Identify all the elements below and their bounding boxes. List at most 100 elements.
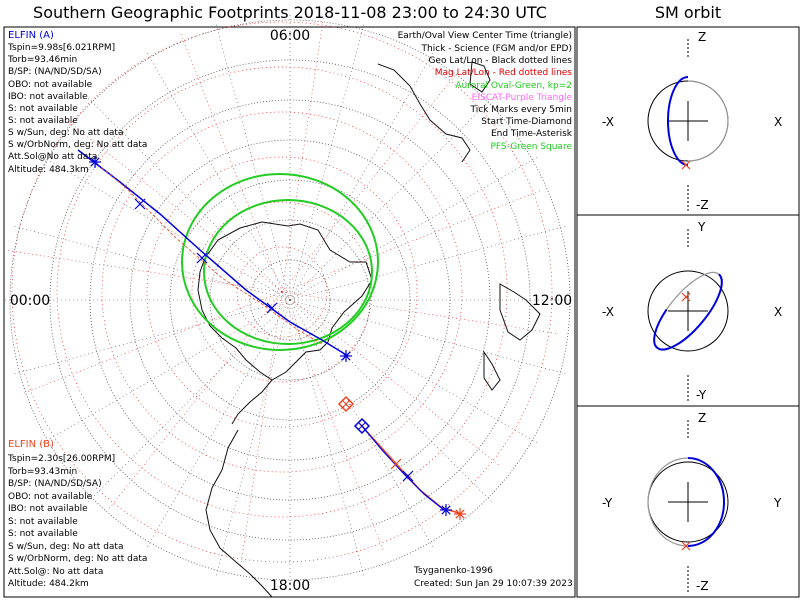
elfin-a-tick bbox=[266, 302, 278, 314]
elfin-a-start-diamond-outline bbox=[353, 417, 371, 435]
mag-meridian bbox=[281, 189, 543, 293]
mag-meridian bbox=[62, 117, 283, 293]
elfin-a-line: S: not available bbox=[8, 116, 78, 126]
elfin-b-line: S w/Sun, deg: No att data bbox=[8, 542, 123, 552]
elfin-b-line: B/SP: (NA/ND/SD/SA) bbox=[8, 479, 102, 489]
mag-meridian bbox=[281, 15, 325, 293]
auroral-oval-inner bbox=[203, 199, 373, 345]
hour-label-bottom: 18:00 bbox=[270, 578, 310, 594]
mag-latitude-circle bbox=[146, 156, 418, 428]
geo-meridian bbox=[14, 225, 291, 301]
orbit-end-marker bbox=[681, 292, 691, 302]
mag-latitude-circle bbox=[236, 246, 328, 338]
elfin-b-info: ELFIN (B) Tspin=2.30s[26.00RPM] Torb=93.… bbox=[7, 439, 147, 589]
elfin-a-line: S w/OrbNorm, deg: No att data bbox=[8, 140, 147, 150]
elfin-b-tick bbox=[390, 458, 402, 470]
elfin-a-line: Altitude: 484.3km bbox=[8, 165, 89, 175]
geo-meridian bbox=[43, 157, 291, 301]
legend: Earth/Oval View Center Time (triangle) T… bbox=[398, 31, 573, 152]
antarctic-peninsula bbox=[231, 379, 273, 425]
elfin-a-start-diamond bbox=[353, 417, 371, 435]
elfin-b-end-asterisk bbox=[440, 504, 452, 516]
elfin-b-line: Torb=93.43min bbox=[7, 467, 77, 477]
geo-meridian bbox=[289, 299, 492, 502]
coastlines bbox=[197, 61, 541, 598]
legend-entry: Auroral Oval-Green, kp=2 bbox=[455, 81, 572, 91]
sm-orbit-panels: Z -Z -X X Y -Y -X X Z -Z -Y Y bbox=[576, 26, 800, 598]
sm-axis-label-left: -Y bbox=[602, 496, 613, 510]
elfin-b-line: S: not available bbox=[8, 517, 78, 527]
mag-latitude-circle bbox=[101, 111, 463, 473]
mag-meridian bbox=[281, 291, 385, 553]
geo-grid bbox=[5, 15, 575, 585]
elfin-a-line: S w/Sun, deg: No att data bbox=[8, 128, 123, 138]
elfin-b-line: Altitude: 484.2km bbox=[8, 579, 89, 589]
elfin-a-line: Att.Sol@No att data bbox=[8, 152, 97, 162]
sm-orbit-title: SM orbit bbox=[655, 3, 721, 22]
elfin-a-line: S: not available bbox=[8, 104, 78, 114]
elfin-b-start-diamond-outline bbox=[337, 395, 355, 413]
mag-meridian bbox=[281, 291, 502, 467]
sm-axis-label-bottom: -Y bbox=[696, 388, 707, 402]
orbit-path bbox=[687, 457, 725, 547]
sm-axis-label-left: -X bbox=[602, 115, 614, 129]
elfin-a-start-diamond-mark bbox=[357, 421, 367, 431]
sm-panels-frame bbox=[576, 26, 800, 598]
elfin-a-tick bbox=[134, 198, 146, 210]
geo-meridian bbox=[147, 53, 291, 301]
mag-meridian bbox=[239, 291, 283, 569]
africa-coastline bbox=[377, 63, 471, 163]
sm-axis-label-right: X bbox=[774, 305, 782, 319]
footprint-tracks bbox=[77, 149, 466, 520]
legend-entry: EISCAT-Purple Triangle bbox=[472, 93, 573, 103]
elfin-b-track bbox=[359, 423, 463, 515]
elfin-b-end-asterisk-stroke bbox=[441, 505, 451, 515]
sm-axis-label-top: Z bbox=[698, 30, 706, 44]
elfin-a-start-marker-stroke bbox=[90, 157, 100, 167]
orbit-path bbox=[653, 271, 723, 351]
legend-entry: End Time-Asterisk bbox=[491, 129, 573, 139]
elfin-a-line: OBO: not available bbox=[8, 80, 93, 90]
model-label: Tsyganenko-1996 bbox=[413, 566, 493, 576]
geo-meridian bbox=[88, 299, 291, 502]
sm-panel: Z -Z -X X bbox=[602, 30, 782, 212]
legend-entry: Geo Lat/Lon - Black dotted lines bbox=[428, 56, 572, 66]
antarctica-coastline bbox=[197, 221, 373, 381]
hour-label-left: 00:00 bbox=[10, 293, 50, 309]
orbit-end-marker bbox=[681, 160, 691, 170]
earth-circle bbox=[647, 270, 729, 352]
geo-meridian bbox=[289, 299, 433, 547]
sm-axis-label-right: Y bbox=[773, 496, 782, 510]
orbit-end-marker bbox=[681, 541, 691, 551]
elfin-a-tick bbox=[196, 252, 208, 264]
mag-meridian bbox=[281, 291, 559, 335]
geo-meridian bbox=[215, 24, 291, 301]
elfin-a-line: Tspin=9.98s[6.021RPM] bbox=[7, 43, 115, 53]
auroral-oval-outer bbox=[181, 173, 379, 351]
sm-axis-label-bottom: -Z bbox=[696, 579, 709, 593]
auroral-oval bbox=[181, 173, 379, 351]
sm-axis-label-top: Z bbox=[698, 411, 706, 425]
elfin-a-track bbox=[77, 149, 349, 357]
mag-latitude-circle bbox=[56, 66, 508, 518]
elfin-b-title: ELFIN (B) bbox=[8, 439, 54, 450]
south-america-coastline bbox=[205, 429, 273, 598]
elfin-b-line: Tspin=2.30s[26.00RPM] bbox=[7, 454, 115, 464]
sm-axis-label-left: -X bbox=[602, 305, 614, 319]
hour-label-right: 12:00 bbox=[532, 293, 572, 309]
elfin-a-end-asterisk-stroke bbox=[341, 351, 351, 361]
geo-meridian bbox=[289, 225, 566, 301]
elfin-b-tick bbox=[402, 470, 414, 482]
elfin-b-end-asterisk-mag-stroke bbox=[455, 509, 465, 519]
elfin-a-start-marker bbox=[89, 156, 101, 168]
sm-panel: Z -Z -Y Y bbox=[602, 411, 782, 593]
mag-meridian bbox=[107, 291, 283, 512]
hour-label-top: 06:00 bbox=[270, 28, 310, 44]
sm-axis-label-top: Y bbox=[697, 220, 706, 234]
mag-meridian bbox=[281, 72, 457, 293]
mag-latitude-circle bbox=[11, 21, 553, 563]
orbit-path bbox=[687, 80, 729, 162]
elfin-a-line: B/SP: (NA/ND/SD/SA) bbox=[8, 67, 102, 77]
elfin-a-info: ELFIN (A) Tspin=9.98s[6.021RPM] Torb=93.… bbox=[7, 30, 147, 175]
